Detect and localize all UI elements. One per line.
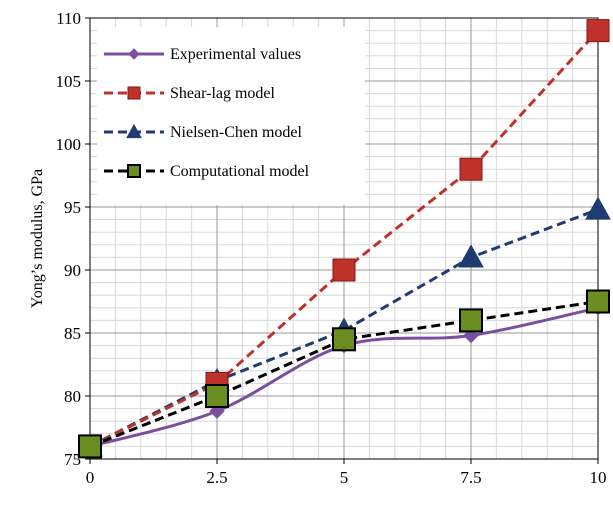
legend-label-shear-lag-model: Shear-lag model (170, 85, 276, 102)
y-tick-label: 100 (56, 135, 82, 154)
y-tick-label: 90 (64, 261, 81, 280)
y-tick-label: 105 (56, 72, 82, 91)
legend: Experimental values Shear-lag model Nielse… (97, 27, 365, 205)
legend-label-experimental-values: Experimental values (170, 46, 301, 63)
legend-marker-shear-lag-model (127, 86, 141, 100)
data-point-nielsen-chen-model (585, 196, 611, 220)
legend-marker-nielsen-chen-model (126, 123, 142, 139)
x-tick-label: 2.5 (206, 468, 227, 487)
y-axis-title: Yong’s modulus, GPa (29, 169, 46, 308)
data-point-computational-model (78, 434, 102, 459)
y-tick-label: 85 (64, 324, 81, 343)
x-tick-label: 5 (340, 468, 349, 487)
x-tick-label: 10 (590, 468, 607, 487)
data-point-shear-lag-model (332, 258, 356, 282)
y-tick-label: 110 (56, 9, 81, 28)
series-line-computational-model (89, 300, 599, 448)
y-tick-label: 75 (64, 450, 81, 469)
y-tick-label: 95 (64, 198, 81, 217)
x-axis-ticks: 0 2.5 5 7.5 10 (86, 459, 607, 487)
data-point-nielsen-chen-model (458, 244, 484, 268)
data-point-shear-lag-model (586, 19, 610, 43)
data-point-computational-model (205, 384, 229, 408)
data-point-computational-model (332, 327, 356, 352)
data-point-computational-model (459, 308, 483, 333)
legend-box (97, 27, 365, 205)
legend-label-nielsen-chen-model: Nielsen-Chen model (170, 124, 303, 141)
series-layer (77, 19, 611, 459)
legend-marker-experimental-values (128, 48, 140, 60)
x-tick-label: 7.5 (460, 468, 481, 487)
x-tick-label: 0 (86, 468, 95, 487)
data-point-shear-lag-model (459, 157, 483, 181)
y-tick-label: 80 (64, 387, 81, 406)
legend-marker-computational-model (127, 164, 141, 178)
legend-label-computational-model: Computational model (170, 163, 310, 180)
data-point-computational-model (586, 289, 610, 314)
y-axis-ticks: 75 80 85 90 95 100 105 110 (56, 9, 90, 469)
